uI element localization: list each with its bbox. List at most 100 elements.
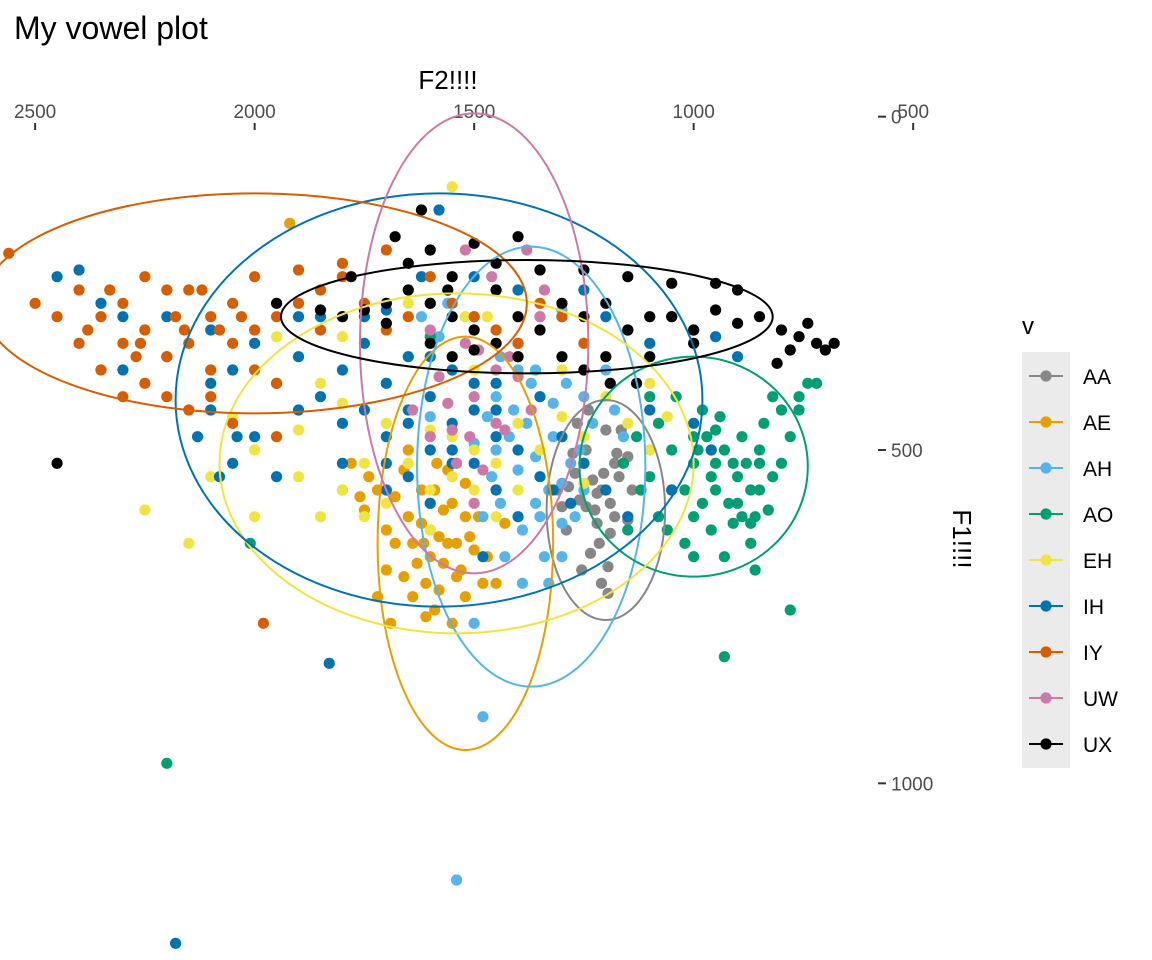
point-ah-17	[556, 517, 568, 529]
point-iy-30	[51, 311, 63, 323]
point-iy-9	[161, 351, 173, 363]
point-ao-23	[767, 391, 779, 403]
legend-key-point	[1040, 462, 1052, 474]
point-ao-17	[745, 537, 757, 549]
point-eh-23	[292, 471, 305, 483]
point-uw-19	[499, 424, 511, 436]
point-aa-34	[556, 501, 568, 513]
point-ao-40	[745, 484, 757, 496]
point-ux-16	[753, 311, 766, 323]
point-iy-45	[556, 311, 568, 323]
point-iy-50	[257, 617, 270, 629]
point-ao-19	[696, 497, 709, 509]
point-ao-34	[718, 551, 730, 563]
point-eh-44	[336, 331, 349, 343]
point-ux-53	[51, 457, 63, 469]
point-uw-11	[450, 457, 463, 469]
point-ao-60	[762, 504, 774, 516]
x-tick-label-4: 500	[897, 102, 929, 123]
legend-key-point	[1040, 370, 1052, 382]
point-ux-0	[512, 311, 524, 323]
point-iy-41	[468, 311, 480, 323]
ellipse-ao	[578, 355, 809, 578]
point-ih-17	[358, 337, 370, 349]
legend-item-uw: UW	[1029, 688, 1118, 711]
legend-label: UX	[1083, 734, 1112, 757]
point-ih-52	[534, 471, 546, 483]
point-iy-17	[95, 364, 107, 376]
point-aa-9	[613, 471, 625, 483]
point-iy-10	[270, 311, 283, 323]
point-eh-7	[358, 457, 370, 469]
point-ih-38	[51, 271, 63, 283]
point-ux-40	[771, 357, 783, 369]
point-ae-5	[459, 591, 471, 603]
point-ih-78	[402, 417, 414, 429]
point-ih-45	[600, 311, 612, 323]
legend-label: AH	[1083, 458, 1112, 481]
point-iy-16	[292, 297, 305, 309]
legend-item-ae: AE	[1029, 412, 1111, 435]
point-eh-8	[468, 444, 480, 456]
point-uw-9	[424, 324, 436, 336]
point-ux-14	[710, 304, 722, 316]
point-ih-35	[117, 311, 129, 323]
chart-title: My vowel plot	[14, 10, 208, 46]
legend-label: IH	[1083, 596, 1104, 619]
point-ao-14	[666, 444, 678, 456]
point-iy-12	[205, 364, 217, 376]
ellipse-ah	[416, 245, 647, 688]
point-ah-8	[534, 511, 546, 523]
point-ah-11	[516, 524, 529, 536]
point-ux-44	[622, 271, 634, 283]
point-iy-15	[227, 337, 239, 349]
x-tick-label-1: 2000	[233, 102, 275, 123]
point-ux-58	[389, 231, 401, 243]
point-ih-69	[292, 311, 305, 323]
point-ah-26	[490, 391, 502, 403]
point-eh-38	[183, 537, 195, 549]
point-eh-27	[424, 524, 436, 536]
legend-label: EH	[1083, 550, 1112, 573]
y-tick-label-2: 1000	[891, 774, 933, 795]
point-eh-41	[481, 311, 493, 323]
point-ih-72	[644, 404, 656, 416]
point-eh-25	[512, 484, 524, 496]
point-iy-51	[134, 337, 147, 349]
point-ah-32	[547, 397, 559, 409]
point-ih-79	[380, 457, 392, 469]
point-uw-13	[534, 311, 546, 323]
point-aa-18	[573, 494, 586, 506]
point-ux-5	[468, 324, 480, 336]
point-ah-7	[481, 411, 493, 423]
point-ih-2	[424, 391, 436, 403]
point-ih-28	[512, 511, 524, 523]
point-ah-15	[508, 404, 520, 416]
point-uw-1	[446, 424, 458, 436]
point-ae-43	[407, 591, 419, 603]
legend-key-point	[1040, 738, 1052, 750]
point-eh-1	[380, 417, 392, 429]
point-ih-53	[490, 431, 502, 443]
point-iy-13	[139, 271, 151, 283]
point-eh-35	[459, 311, 471, 323]
legend-label: IY	[1083, 642, 1103, 665]
point-aa-14	[593, 537, 605, 549]
point-iy-22	[270, 377, 283, 389]
point-ae-1	[442, 537, 454, 549]
point-ah-50	[617, 431, 630, 443]
point-ih-40	[578, 284, 590, 296]
point-ah-25	[560, 377, 572, 389]
point-ih-82	[117, 364, 129, 376]
data-points	[3, 181, 840, 949]
point-ux-17	[775, 324, 788, 336]
point-ao-61	[745, 517, 757, 529]
point-ux-29	[644, 351, 656, 363]
point-ao-24	[758, 417, 770, 429]
point-ux-20	[810, 337, 823, 349]
point-ih-27	[490, 484, 502, 496]
point-iy-40	[446, 297, 458, 309]
point-ah-30	[424, 411, 436, 423]
point-ux-22	[828, 337, 840, 349]
